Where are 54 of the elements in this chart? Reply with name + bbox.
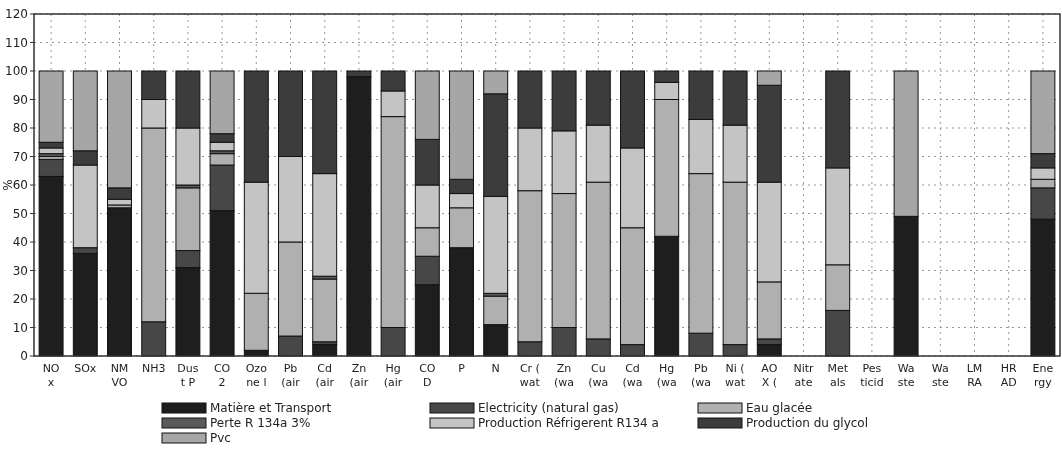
legend-label: Matière et Transport [210, 401, 332, 416]
y-tick-label: 110 [5, 35, 28, 50]
x-tick-label: CO D [419, 362, 436, 389]
y-tick-label: 120 [5, 7, 28, 22]
x-tick-label: Nitr ate [793, 362, 815, 389]
x-tick-label: Ni ( wat [725, 362, 746, 389]
x-tick-label: Wa ste [897, 362, 915, 389]
x-tick-label: NM VO [110, 362, 129, 389]
x-tick-label: Met als [827, 362, 849, 389]
x-tick-label: P [458, 362, 466, 375]
bar [72, 252, 98, 357]
x-tick-label: Pb (air [281, 362, 301, 389]
y-tick-label: 20 [12, 292, 28, 307]
x-tick-label: SOx [74, 362, 97, 375]
y-tick-label: 40 [12, 235, 28, 250]
x-tick-label: Pes ticid [860, 362, 884, 389]
bar [107, 207, 132, 357]
x-tick-label: Dus t P [177, 362, 199, 389]
y-axis-title: % [1, 179, 15, 191]
x-tick-label: NH3 [141, 362, 166, 375]
x-tick-label: HR AD [1000, 362, 1018, 389]
y-tick-label: 30 [12, 263, 28, 278]
x-tick-label: LM RA [966, 362, 983, 389]
x-tick-label: Hg (wa [656, 362, 677, 389]
y-tick-label: 50 [12, 206, 28, 221]
x-tick-label: CO 2 [213, 362, 231, 389]
legend-label: Production Réfrigerent R134 a [478, 416, 659, 431]
y-tick-label: 60 [12, 178, 28, 193]
y-tick-label: 100 [5, 64, 28, 79]
x-tick-label: Cd (air [315, 362, 335, 389]
x-tick-label: Zn (air [349, 362, 369, 389]
x-tick-label: N [491, 362, 500, 375]
legend-label: Perte R 134a 3% [210, 416, 311, 431]
legend-label: Eau glacée [746, 401, 813, 416]
x-tick-label: Wa ste [931, 362, 949, 389]
legend-label: Production du glycol [746, 416, 869, 431]
x-tick-label: Pb (wa [690, 362, 711, 389]
x-tick-label: AO X ( [761, 362, 778, 389]
x-tick-label: Cr ( wat [519, 362, 541, 389]
legend-label: Electricity (natural gas) [478, 401, 619, 416]
y-tick-label: 90 [12, 92, 28, 107]
legend-label: Pvc [210, 431, 231, 446]
y-tick-label: 0 [20, 349, 28, 364]
y-tick-label: 10 [12, 320, 28, 335]
y-tick-label: 80 [12, 121, 28, 136]
y-tick-label: 70 [12, 149, 28, 164]
x-tick-label: Ene rgy [1032, 362, 1054, 389]
x-tick-label: Cd (wa [622, 362, 643, 389]
x-tick-label: Zn (wa [554, 362, 575, 389]
bar [312, 278, 338, 343]
x-tick-label: Cu (wa [588, 362, 609, 389]
x-tick-label: NO x [42, 362, 60, 389]
x-tick-label: Hg (air [383, 362, 403, 389]
x-tick-label: Ozo ne l [245, 362, 268, 389]
